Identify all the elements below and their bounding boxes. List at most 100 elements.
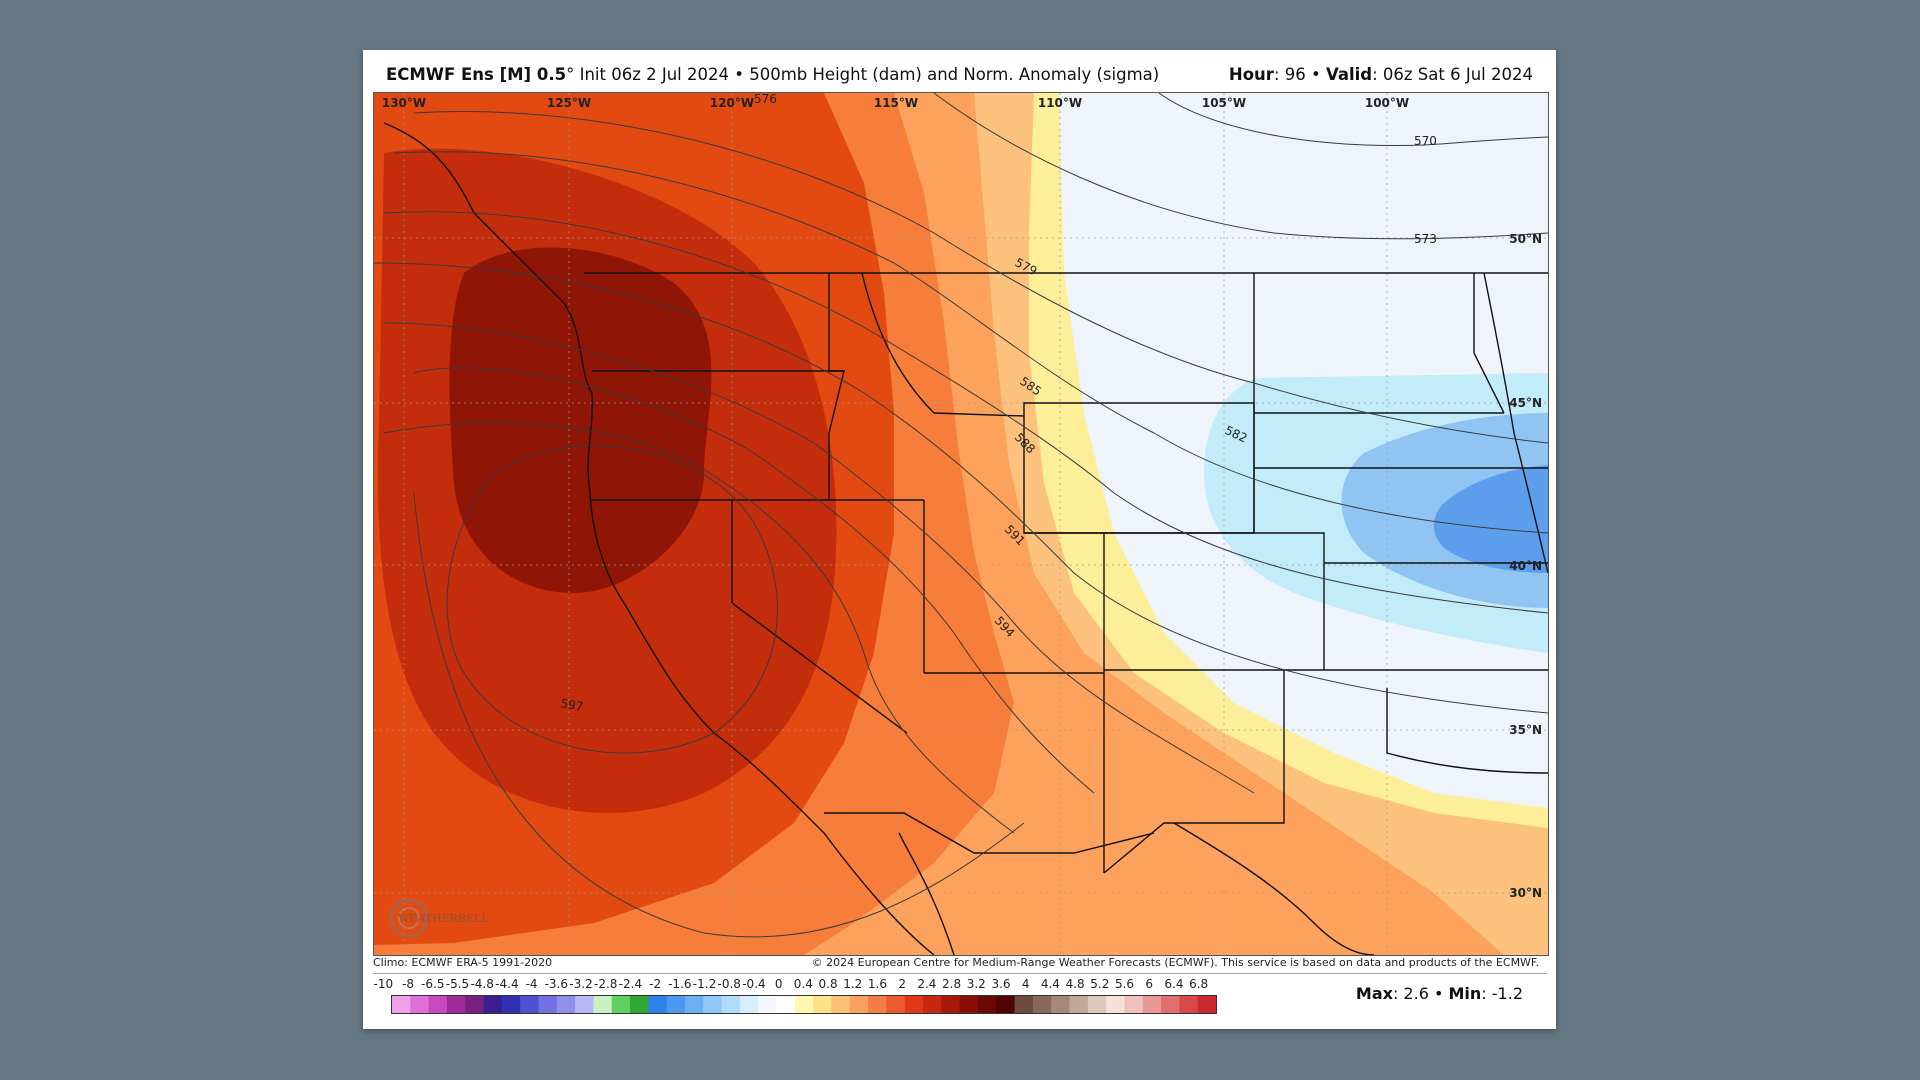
lon-label-100w: 100°W xyxy=(1365,96,1409,110)
legend-tick-label: 3.6 xyxy=(991,977,1011,991)
legend-swatch xyxy=(739,996,759,1013)
legend-tick-label: -4 xyxy=(525,977,538,991)
init-time: Init 06z 2 Jul 2024 xyxy=(579,65,729,84)
legend-swatch xyxy=(1197,996,1216,1013)
legend-tick-label: -1.6 xyxy=(668,977,692,991)
color-legend-bar xyxy=(391,995,1217,1014)
legend-tick-label: 4.8 xyxy=(1065,977,1085,991)
legend-swatch xyxy=(923,996,942,1013)
legend-tick-label: 3.2 xyxy=(966,977,986,991)
contour-label-597: 597 xyxy=(559,696,584,714)
legend-tick-label: -2.4 xyxy=(618,977,643,991)
legend-swatch xyxy=(1161,996,1180,1013)
valid-separator: • xyxy=(1310,65,1321,84)
legend-tick-label: -10 xyxy=(373,977,394,991)
legend-swatch xyxy=(1106,996,1125,1013)
legend-swatch xyxy=(520,996,539,1013)
anomaly-shading xyxy=(374,93,1548,955)
legend-swatch xyxy=(428,996,448,1013)
maxmin-separator: • xyxy=(1433,984,1444,1003)
lat-label-45n: 45°N xyxy=(1509,396,1542,410)
max-min-readout: Max: 2.6 • Min: -1.2 xyxy=(1356,984,1523,1003)
legend-swatch xyxy=(721,996,741,1013)
legend-swatch xyxy=(630,996,649,1013)
legend-swatch xyxy=(1142,996,1162,1013)
lon-label-125w: 125°W xyxy=(547,96,591,110)
legend-swatch xyxy=(410,996,430,1013)
title-separator: • xyxy=(734,65,744,84)
legend-swatch xyxy=(1051,996,1071,1013)
legend-tick-label: -1.2 xyxy=(692,977,717,991)
legend-tick-label: 5.6 xyxy=(1114,977,1135,991)
legend-tick-label: -6.5 xyxy=(421,977,445,991)
legend-tick-label: -3.2 xyxy=(569,977,593,991)
legend-swatch xyxy=(575,996,594,1013)
legend-swatch xyxy=(1014,996,1034,1013)
legend-swatch xyxy=(794,996,814,1013)
degree-sign: ° xyxy=(566,65,575,84)
legend-swatch xyxy=(941,996,961,1013)
legend-swatch xyxy=(1087,996,1107,1013)
contour-597-outer xyxy=(413,492,1025,938)
legend-swatch xyxy=(538,996,558,1013)
ok-red-river xyxy=(1386,688,1548,774)
legend-tick-label: 0.4 xyxy=(793,977,813,991)
hour-value: : 96 xyxy=(1273,65,1306,84)
legend-swatch xyxy=(483,996,503,1013)
contour-591 xyxy=(413,367,1095,794)
product-name: 500mb Height (dam) and Norm. Anomaly (si… xyxy=(749,65,1160,84)
legend-tick-label: -8 xyxy=(402,977,415,991)
legend-swatch xyxy=(831,996,851,1013)
lon-label-130w: 130°W xyxy=(382,96,426,110)
valid-value: : 06z Sat 6 Jul 2024 xyxy=(1372,65,1533,84)
legend-tick-label: 6 xyxy=(1145,977,1154,991)
legend-tick-label: -0.8 xyxy=(717,977,741,991)
legend-tick-label: 6.4 xyxy=(1164,977,1184,991)
legend-tick-label: 2.4 xyxy=(917,977,937,991)
legend-swatch xyxy=(996,996,1016,1013)
lon-label-115w: 115°W xyxy=(874,96,918,110)
climo-note: Climo: ECMWF ERA-5 1991-2020 xyxy=(373,956,553,969)
legend-swatch xyxy=(465,996,485,1013)
gulf-coast xyxy=(1173,822,1375,955)
dark-red-zone xyxy=(449,247,712,594)
tx-panhandle xyxy=(1103,670,1285,874)
copyright-note: © 2024 European Centre for Medium-Range … xyxy=(811,956,1539,969)
legend-swatch xyxy=(1069,996,1089,1013)
legend-swatch xyxy=(648,996,668,1013)
contour-597 xyxy=(446,445,778,754)
blue-anomaly-core xyxy=(1433,465,1548,573)
longitude-labels: 130°W 125°W 120°W 115°W 110°W 105°W 100°… xyxy=(382,96,1409,110)
baja-coast xyxy=(898,832,955,955)
legend-swatch xyxy=(684,996,704,1013)
contour-label-576: 576 xyxy=(754,92,777,106)
legend-tick-label: 6.8 xyxy=(1189,977,1209,991)
min-label: Min xyxy=(1448,984,1482,1003)
legend-tick-label: -2 xyxy=(649,977,662,991)
contour-582 xyxy=(383,211,1548,614)
legend-swatch xyxy=(1032,996,1052,1013)
political-boundaries xyxy=(383,122,1548,955)
min-value: : -1.2 xyxy=(1481,984,1523,1003)
legend-swatch xyxy=(959,996,979,1013)
legend-labels: -10 -8 -6.5 -5.5 -4.8 -4.4 -4 -3.6 -3.2 -2.8 -2.4-… xyxy=(374,977,1219,993)
legend-tick-label: 0 xyxy=(774,977,783,991)
lat-label-30n: 30°N xyxy=(1509,886,1542,900)
legend-swatch xyxy=(666,996,686,1013)
contour-573 xyxy=(933,93,1548,240)
legend-tick-label: -4.4 xyxy=(495,977,519,991)
legend-tick-label: 2 xyxy=(898,977,906,991)
legend-swatch xyxy=(593,996,613,1013)
lat-label-40n: 40°N xyxy=(1509,559,1542,573)
contour-label-573: 573 xyxy=(1414,232,1437,246)
legend-tick-label: -4.8 xyxy=(470,977,494,991)
map-title: ECMWF Ens [M] 0.5° Init 06z 2 Jul 2024 •… xyxy=(386,65,1159,84)
anomaly-map: 570 573 576 579 582 585 588 591 594 597 … xyxy=(373,92,1549,956)
lat-label-35n: 35°N xyxy=(1509,723,1542,737)
legend-swatch xyxy=(758,996,778,1013)
legend-swatch xyxy=(868,996,887,1013)
contour-594 xyxy=(383,422,1015,834)
watermark-text: WEATHERBELL xyxy=(398,912,489,925)
legend-swatch xyxy=(849,996,869,1013)
legend-swatch xyxy=(813,996,832,1013)
